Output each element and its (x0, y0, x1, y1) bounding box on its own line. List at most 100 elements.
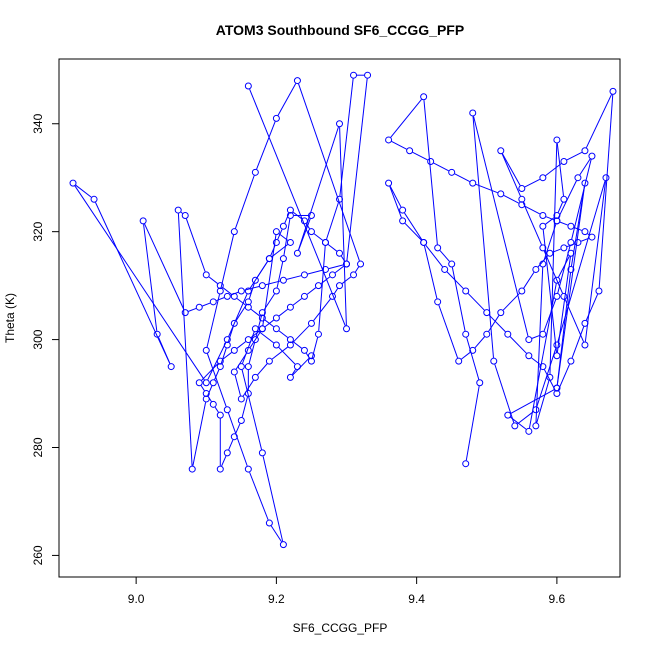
series-segment (391, 141, 407, 150)
data-point (434, 298, 442, 306)
series-segment (207, 342, 227, 380)
data-point (223, 292, 231, 300)
series-segment (201, 363, 219, 381)
series-segment (241, 369, 263, 450)
data-point (336, 249, 343, 257)
data-point (307, 228, 315, 236)
series-segment (339, 78, 354, 196)
series-segment (557, 202, 564, 213)
data-point (251, 373, 259, 381)
data-point (385, 136, 393, 144)
data-point (328, 292, 336, 300)
data-point (588, 152, 596, 160)
series-segment (298, 126, 339, 251)
series-segment (389, 186, 402, 218)
data-point (293, 249, 301, 257)
data-point (336, 195, 343, 203)
series-segment (248, 342, 255, 364)
data-point (202, 395, 210, 403)
series-segment (475, 183, 498, 194)
data-point (272, 228, 280, 236)
data-point (314, 330, 322, 338)
series-segment (270, 525, 282, 543)
series-segment (265, 280, 281, 286)
series-segment (95, 202, 171, 364)
data-point (399, 217, 407, 225)
data-point (581, 228, 589, 236)
series-segment (292, 298, 303, 306)
series-segment (313, 233, 324, 241)
series-segment (509, 336, 527, 354)
data-point (553, 352, 561, 360)
data-point (216, 357, 224, 365)
data-point (462, 330, 470, 338)
series-segment (313, 298, 331, 322)
data-point (588, 233, 596, 241)
data-point (258, 449, 266, 457)
data-point (343, 325, 351, 333)
data-point (434, 244, 442, 252)
series-segment (584, 181, 607, 342)
data-point (518, 195, 526, 203)
x-tick-label: 9.4 (408, 592, 425, 606)
data-point (258, 309, 266, 317)
data-point (560, 244, 568, 252)
data-point (244, 363, 252, 371)
data-point (279, 276, 287, 284)
series-segment (502, 153, 521, 186)
series-segment (227, 412, 248, 467)
data-point (609, 87, 617, 95)
series-segment (326, 202, 339, 240)
series-segment (439, 250, 450, 262)
data-point (321, 265, 329, 273)
data-point (251, 325, 259, 333)
data-point (300, 346, 308, 354)
data-point (567, 265, 575, 273)
data-point (490, 357, 498, 365)
series-segment (235, 423, 241, 434)
data-point (230, 319, 238, 327)
data-point (581, 179, 589, 187)
data-point (448, 260, 456, 268)
series-segment (466, 337, 480, 380)
series-segment (256, 121, 276, 170)
series-segment (531, 334, 540, 339)
data-point (181, 309, 189, 317)
series-segment (311, 337, 319, 359)
series-segment (404, 222, 422, 241)
data-point (518, 201, 526, 209)
series-2 (385, 87, 617, 468)
data-point (251, 276, 259, 284)
plot-frame (58, 58, 621, 578)
series-segment (206, 353, 227, 407)
data-point (286, 341, 294, 349)
series-segment (454, 173, 470, 182)
series-segment (216, 297, 225, 302)
data-point (293, 363, 301, 371)
x-tick-label: 9.2 (268, 592, 285, 606)
series-segment (425, 244, 443, 268)
data-point (244, 336, 252, 344)
series-segment (202, 302, 211, 307)
series-segment (214, 406, 219, 413)
data-point (244, 298, 252, 306)
data-point (202, 271, 210, 279)
series-segment (559, 221, 568, 226)
series-segment (248, 283, 255, 299)
data-point (216, 363, 224, 371)
series-segment (144, 223, 185, 310)
data-point (307, 352, 315, 360)
series-segment (558, 256, 570, 278)
series-segment (214, 369, 220, 380)
series-segment (249, 261, 268, 289)
series-segment (188, 307, 197, 312)
data-point (216, 287, 224, 295)
data-point (511, 422, 519, 430)
series-segment (502, 293, 520, 311)
series-segment (236, 298, 246, 306)
series-segment (278, 330, 289, 338)
series-1-lines (74, 74, 368, 543)
data-point (209, 298, 217, 306)
series-segment (227, 326, 234, 342)
series-segment (549, 143, 558, 374)
